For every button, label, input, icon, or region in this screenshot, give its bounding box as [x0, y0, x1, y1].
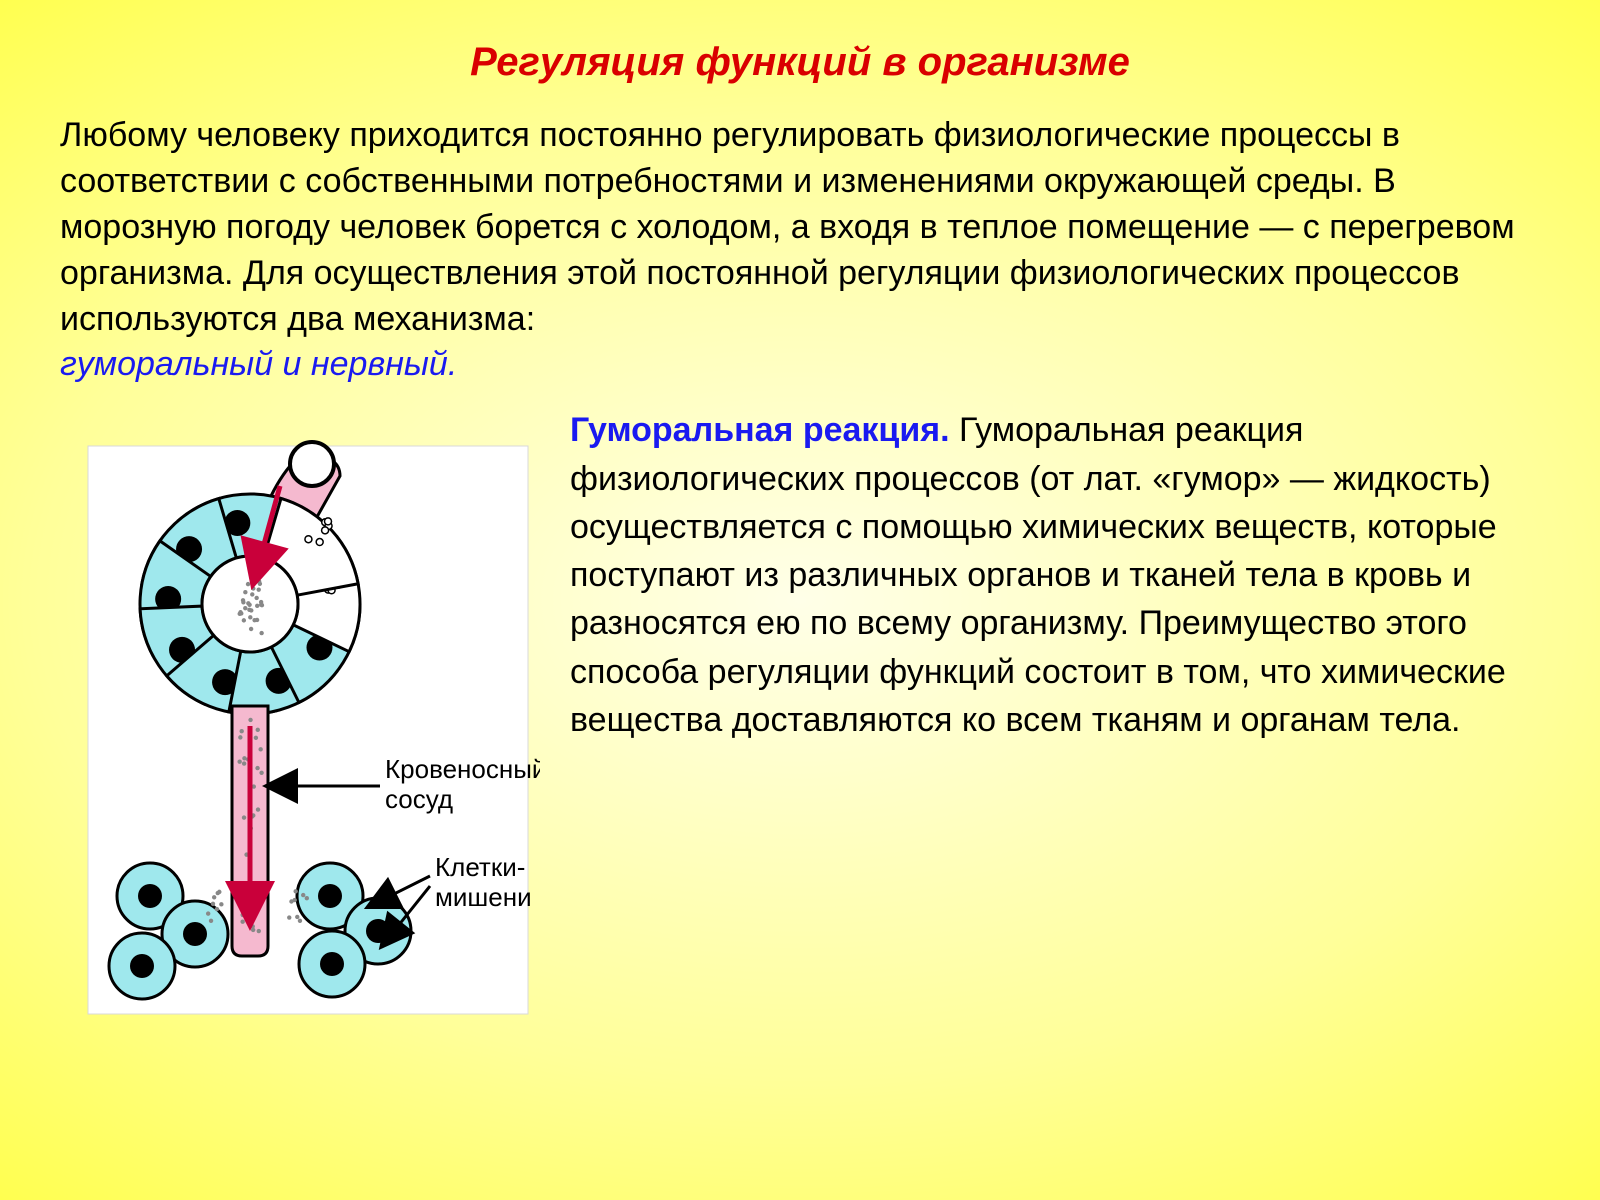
mechanisms-text: гуморальный и нервный. — [60, 345, 457, 383]
intro-paragraph: Любому человеку приходится постоянно рег… — [60, 113, 1540, 388]
svg-text:мишени: мишени — [435, 882, 532, 912]
svg-text:сосуд: сосуд — [385, 784, 453, 814]
content-row: Кровеносныйсосуд Клетки-мишени Гуморальна… — [60, 406, 1540, 1026]
intro-text: Любому человеку приходится постоянно рег… — [60, 116, 1515, 338]
humoral-heading: Гуморальная реакция. — [570, 411, 950, 449]
humoral-paragraph: Гуморальная реакция. Гуморальная реакция… — [570, 406, 1540, 1026]
humoral-diagram: Кровеносныйсосуд Клетки-мишени — [80, 426, 540, 1026]
svg-text:Кровеносный: Кровеносный — [385, 754, 540, 784]
diagram-column: Кровеносныйсосуд Клетки-мишени — [60, 406, 560, 1026]
svg-text:Клетки-: Клетки- — [435, 852, 525, 882]
page-title: Регуляция функций в организме — [60, 40, 1540, 85]
humoral-body: Гуморальная реакция физиологических проц… — [570, 411, 1506, 739]
